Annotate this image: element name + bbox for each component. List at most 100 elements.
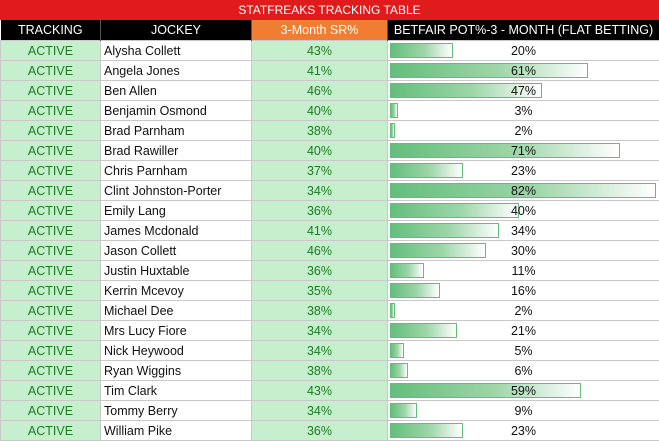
strike-rate-cell[interactable]: 37%: [251, 160, 388, 181]
pot-value: 6%: [514, 363, 533, 378]
betfair-pot-cell[interactable]: 82%: [387, 180, 659, 201]
status-cell[interactable]: ACTIVE: [0, 100, 101, 121]
strike-rate-cell[interactable]: 34%: [251, 180, 388, 201]
jockey-cell[interactable]: James Mcdonald: [100, 220, 252, 241]
jockey-cell[interactable]: Tommy Berry: [100, 400, 252, 421]
header-tracking[interactable]: TRACKING: [0, 20, 101, 41]
status-cell[interactable]: ACTIVE: [0, 200, 101, 221]
jockey-cell[interactable]: Kerrin Mcevoy: [100, 280, 252, 301]
betfair-pot-cell[interactable]: 6%: [387, 360, 659, 381]
status-cell[interactable]: ACTIVE: [0, 240, 101, 261]
status-cell[interactable]: ACTIVE: [0, 140, 101, 161]
pot-data-bar: [390, 403, 418, 418]
betfair-pot-cell[interactable]: 30%: [387, 240, 659, 261]
jockey-cell[interactable]: Ben Allen: [100, 80, 252, 101]
strike-rate-cell[interactable]: 41%: [251, 220, 388, 241]
betfair-pot-cell[interactable]: 40%: [387, 200, 659, 221]
strike-rate-cell[interactable]: 40%: [251, 140, 388, 161]
jockey-cell[interactable]: Angela Jones: [100, 60, 252, 81]
strike-rate-cell[interactable]: 34%: [251, 340, 388, 361]
strike-rate-cell[interactable]: 34%: [251, 400, 388, 421]
header-strike-rate[interactable]: 3-Month SR%: [251, 20, 388, 41]
strike-rate-cell[interactable]: 36%: [251, 260, 388, 281]
table-row: ACTIVE Brad Parnham 38% 2%: [0, 120, 659, 141]
pot-data-bar: [390, 323, 457, 338]
betfair-pot-cell[interactable]: 2%: [387, 120, 659, 141]
status-cell[interactable]: ACTIVE: [0, 160, 101, 181]
header-betfair-pot[interactable]: BETFAIR POT%-3 - MONTH (FLAT BETTING): [387, 20, 659, 41]
jockey-cell[interactable]: Chris Parnham: [100, 160, 252, 181]
status-cell[interactable]: ACTIVE: [0, 280, 101, 301]
jockey-cell[interactable]: Tim Clark: [100, 380, 252, 401]
jockey-cell[interactable]: Mrs Lucy Fiore: [100, 320, 252, 341]
betfair-pot-cell[interactable]: 23%: [387, 420, 659, 441]
pot-value: 16%: [510, 283, 537, 298]
status-cell[interactable]: ACTIVE: [0, 120, 101, 141]
status-cell[interactable]: ACTIVE: [0, 340, 101, 361]
strike-rate-cell[interactable]: 41%: [251, 60, 388, 81]
pot-value: 23%: [510, 423, 537, 438]
jockey-cell[interactable]: Justin Huxtable: [100, 260, 252, 281]
jockey-cell[interactable]: Michael Dee: [100, 300, 252, 321]
strike-rate-cell[interactable]: 35%: [251, 280, 388, 301]
betfair-pot-cell[interactable]: 23%: [387, 160, 659, 181]
betfair-pot-cell[interactable]: 21%: [387, 320, 659, 341]
betfair-pot-cell[interactable]: 3%: [387, 100, 659, 121]
betfair-pot-cell[interactable]: 16%: [387, 280, 659, 301]
strike-rate-cell[interactable]: 36%: [251, 420, 388, 441]
strike-rate-cell[interactable]: 46%: [251, 240, 388, 261]
status-cell[interactable]: ACTIVE: [0, 40, 101, 61]
status-cell[interactable]: ACTIVE: [0, 400, 101, 421]
strike-rate-cell[interactable]: 40%: [251, 100, 388, 121]
betfair-pot-cell[interactable]: 71%: [387, 140, 659, 161]
jockey-cell[interactable]: Clint Johnston-Porter: [100, 180, 252, 201]
betfair-pot-cell[interactable]: 61%: [387, 60, 659, 81]
betfair-pot-cell[interactable]: 2%: [387, 300, 659, 321]
betfair-pot-cell[interactable]: 34%: [387, 220, 659, 241]
jockey-cell[interactable]: Emily Lang: [100, 200, 252, 221]
jockey-cell[interactable]: William Pike: [100, 420, 252, 441]
header-jockey[interactable]: JOCKEY: [100, 20, 252, 41]
pot-data-bar: [390, 343, 405, 358]
strike-rate-cell[interactable]: 38%: [251, 120, 388, 141]
betfair-pot-cell[interactable]: 59%: [387, 380, 659, 401]
strike-rate-cell[interactable]: 38%: [251, 300, 388, 321]
betfair-pot-cell[interactable]: 5%: [387, 340, 659, 361]
status-cell[interactable]: ACTIVE: [0, 180, 101, 201]
jockey-cell[interactable]: Ryan Wiggins: [100, 360, 252, 381]
jockey-cell[interactable]: Brad Rawiller: [100, 140, 252, 161]
status-cell[interactable]: ACTIVE: [0, 380, 101, 401]
jockey-cell[interactable]: Brad Parnham: [100, 120, 252, 141]
strike-rate-cell[interactable]: 46%: [251, 80, 388, 101]
betfair-pot-cell[interactable]: 11%: [387, 260, 659, 281]
status-cell[interactable]: ACTIVE: [0, 320, 101, 341]
jockey-cell[interactable]: Alysha Collett: [100, 40, 252, 61]
jockey-cell[interactable]: Nick Heywood: [100, 340, 252, 361]
pot-value: 71%: [510, 143, 537, 158]
status-cell[interactable]: ACTIVE: [0, 80, 101, 101]
betfair-pot-cell[interactable]: 9%: [387, 400, 659, 421]
strike-rate-cell[interactable]: 36%: [251, 200, 388, 221]
jockey-cell[interactable]: Benjamin Osmond: [100, 100, 252, 121]
pot-data-bar: [390, 63, 588, 78]
status-cell[interactable]: ACTIVE: [0, 260, 101, 281]
jockey-cell[interactable]: Jason Collett: [100, 240, 252, 261]
strike-rate-cell[interactable]: 34%: [251, 320, 388, 341]
betfair-pot-cell[interactable]: 20%: [387, 40, 659, 61]
status-cell[interactable]: ACTIVE: [0, 60, 101, 81]
betfair-pot-cell[interactable]: 47%: [387, 80, 659, 101]
pot-value: 2%: [514, 303, 533, 318]
pot-value: 3%: [514, 103, 533, 118]
strike-rate-cell[interactable]: 43%: [251, 40, 388, 61]
strike-rate-cell[interactable]: 43%: [251, 380, 388, 401]
pot-data-bar: [390, 263, 424, 278]
status-cell[interactable]: ACTIVE: [0, 360, 101, 381]
pot-value: 61%: [510, 63, 537, 78]
status-cell[interactable]: ACTIVE: [0, 300, 101, 321]
pot-value: 21%: [510, 323, 537, 338]
pot-value: 34%: [510, 223, 537, 238]
status-cell[interactable]: ACTIVE: [0, 220, 101, 241]
status-cell[interactable]: ACTIVE: [0, 420, 101, 441]
pot-value: 11%: [511, 263, 536, 278]
strike-rate-cell[interactable]: 38%: [251, 360, 388, 381]
